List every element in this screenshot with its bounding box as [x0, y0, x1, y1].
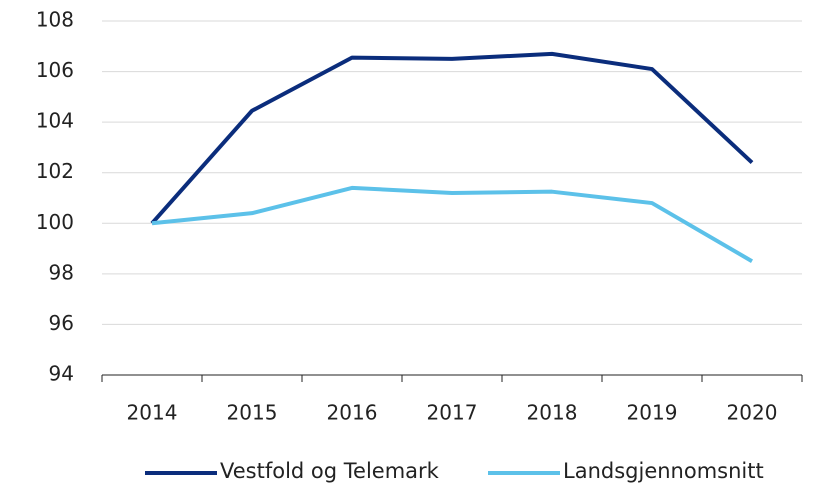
y-tick-label: 100 — [36, 210, 74, 234]
legend-text: Vestfold og Telemark — [220, 459, 440, 483]
y-tick-label: 102 — [36, 159, 74, 183]
y-tick-label: 106 — [36, 58, 74, 82]
y-tick-label: 94 — [49, 362, 74, 386]
y-tick-label: 104 — [36, 109, 74, 133]
y-tick-label: 96 — [49, 311, 74, 335]
x-tick-label: 2017 — [427, 401, 478, 425]
y-tick-label: 98 — [49, 260, 74, 284]
x-tick-label: 2019 — [627, 401, 678, 425]
x-tick-label: 2016 — [327, 401, 378, 425]
y-tick-label: 108 — [36, 8, 74, 32]
x-tick-label: 2015 — [227, 401, 278, 425]
series-line — [151, 185, 754, 263]
x-tick-label: 2020 — [727, 401, 778, 425]
legend-text: Landsgjennomsnitt — [563, 459, 764, 483]
series-line — [150, 51, 754, 225]
x-tick-label: 2018 — [527, 401, 578, 425]
x-tick-label: 2014 — [127, 401, 178, 425]
